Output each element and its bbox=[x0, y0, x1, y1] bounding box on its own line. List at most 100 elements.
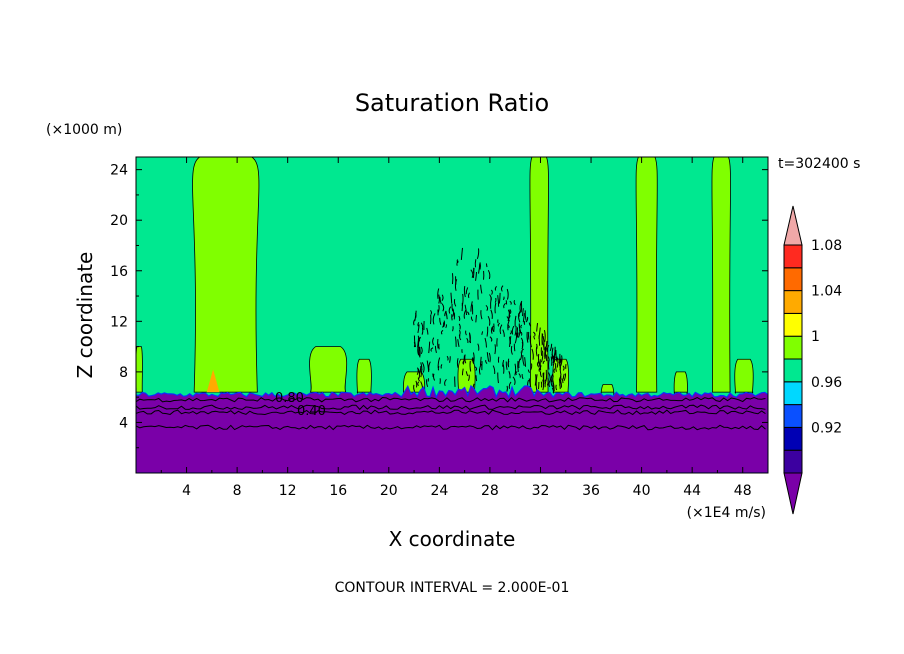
cloud-contour bbox=[417, 322, 420, 327]
cloud-contour bbox=[485, 359, 488, 364]
saturated-column-9 bbox=[635, 157, 658, 393]
cloud-contour bbox=[544, 376, 547, 382]
cloud-contour bbox=[465, 371, 469, 377]
cloud-contour bbox=[487, 269, 491, 280]
cloud-contour bbox=[470, 316, 474, 322]
cloud-contour bbox=[533, 335, 536, 340]
cloud-contour bbox=[536, 343, 538, 350]
cloud-contour bbox=[430, 347, 434, 352]
colorbar-swatch bbox=[783, 244, 803, 269]
cloud-contour bbox=[521, 348, 524, 353]
cloud-contour bbox=[457, 339, 460, 348]
colorbar: 1.08 1.04 1 0.96 0.92 bbox=[783, 205, 842, 515]
cloud-contour bbox=[443, 320, 446, 328]
cloud-contour bbox=[543, 340, 545, 350]
cloud-contour bbox=[449, 356, 451, 363]
cloud-contour bbox=[509, 300, 512, 305]
cloud-contour bbox=[477, 343, 480, 351]
cloud-contour bbox=[428, 341, 431, 354]
cloud-contour bbox=[553, 368, 556, 373]
cloud-contour bbox=[421, 362, 425, 373]
cloud-contour bbox=[488, 352, 491, 363]
cloud-contour bbox=[531, 348, 534, 360]
cloud-contour bbox=[437, 357, 441, 369]
isoline-2 bbox=[136, 409, 766, 416]
cloud-contour bbox=[547, 355, 550, 360]
saturated-column-3 bbox=[356, 358, 372, 394]
cloud-contour bbox=[417, 335, 420, 340]
cloud-contour bbox=[550, 380, 553, 387]
cloud-contour bbox=[438, 294, 440, 304]
y-tick-label: 12 bbox=[110, 314, 128, 330]
cloud-contour bbox=[461, 368, 464, 376]
convective-core bbox=[413, 247, 567, 393]
cloud-contour bbox=[548, 359, 550, 370]
cloud-contour bbox=[507, 324, 510, 329]
x-tick-label: 24 bbox=[430, 483, 448, 499]
cloud-contour bbox=[465, 287, 469, 295]
cloud-contour bbox=[513, 343, 516, 352]
cloud-contour bbox=[456, 260, 459, 266]
cloud-contour bbox=[490, 289, 493, 295]
cloud-contour bbox=[520, 337, 524, 347]
cloud-contour bbox=[480, 310, 483, 320]
cloud-contour bbox=[474, 259, 477, 268]
cloud-contour bbox=[437, 365, 440, 371]
cloud-contour bbox=[502, 362, 505, 374]
cloud-contour bbox=[466, 311, 470, 315]
cloud-contour bbox=[544, 347, 547, 360]
cloud-contour bbox=[492, 365, 496, 374]
cloud-contour bbox=[445, 310, 448, 320]
cloud-contour bbox=[510, 345, 513, 355]
cloud-contour bbox=[442, 322, 445, 328]
cloud-contour bbox=[539, 365, 542, 371]
cloud-contour bbox=[456, 358, 459, 369]
cloud-contour bbox=[420, 322, 424, 330]
cloud-contour bbox=[519, 351, 523, 361]
cloud-contour bbox=[434, 345, 437, 354]
cloud-contour bbox=[506, 288, 509, 300]
cloud-contour bbox=[478, 363, 482, 375]
cloud-contour bbox=[485, 304, 489, 311]
contour-field bbox=[136, 157, 768, 473]
colorbar-label: 0.92 bbox=[811, 420, 842, 436]
cloud-contour bbox=[508, 315, 511, 319]
contour-label-080: 0.80 bbox=[275, 391, 304, 406]
x-tick-label: 12 bbox=[279, 483, 297, 499]
cloud-contour bbox=[518, 373, 521, 378]
cloud-contour bbox=[433, 373, 436, 381]
cloud-contour bbox=[541, 333, 544, 346]
colorbar-label: 1.04 bbox=[811, 284, 842, 300]
contour-interval-footer: CONTOUR INTERVAL = 2.000E-01 bbox=[335, 580, 570, 596]
cloud-contour bbox=[508, 370, 511, 379]
cloud-contour bbox=[515, 371, 518, 375]
saturated-column-2 bbox=[309, 346, 348, 393]
cloud-contour bbox=[514, 363, 517, 376]
cloud-contour bbox=[476, 248, 480, 260]
cloud-contour bbox=[542, 360, 546, 365]
cloud-contour bbox=[527, 369, 530, 373]
saturated-column-11 bbox=[711, 157, 731, 393]
cloud-contour bbox=[503, 296, 505, 301]
cloud-contour bbox=[507, 360, 510, 367]
cloud-contour bbox=[446, 355, 449, 361]
cloud-contour bbox=[437, 288, 440, 299]
cloud-contour bbox=[538, 335, 541, 346]
isoline-3 bbox=[136, 424, 766, 431]
cloud-contour bbox=[524, 310, 527, 321]
cloud-contour bbox=[417, 377, 421, 382]
cloud-contour bbox=[494, 302, 497, 314]
cloud-contour bbox=[552, 380, 555, 392]
contour-label-040: 0.40 bbox=[297, 404, 326, 419]
cloud-contour bbox=[529, 335, 532, 348]
cloud-contour bbox=[473, 267, 475, 274]
x-tick-label: 48 bbox=[734, 483, 752, 499]
cloud-contour bbox=[562, 365, 565, 371]
cloud-contour bbox=[479, 356, 482, 366]
cloud-contour bbox=[490, 327, 493, 334]
cloud-contour bbox=[498, 292, 501, 304]
cloud-contour bbox=[448, 306, 452, 314]
cloud-contour bbox=[527, 379, 530, 386]
cloud-contour bbox=[555, 384, 558, 391]
cloud-contour bbox=[485, 263, 488, 268]
